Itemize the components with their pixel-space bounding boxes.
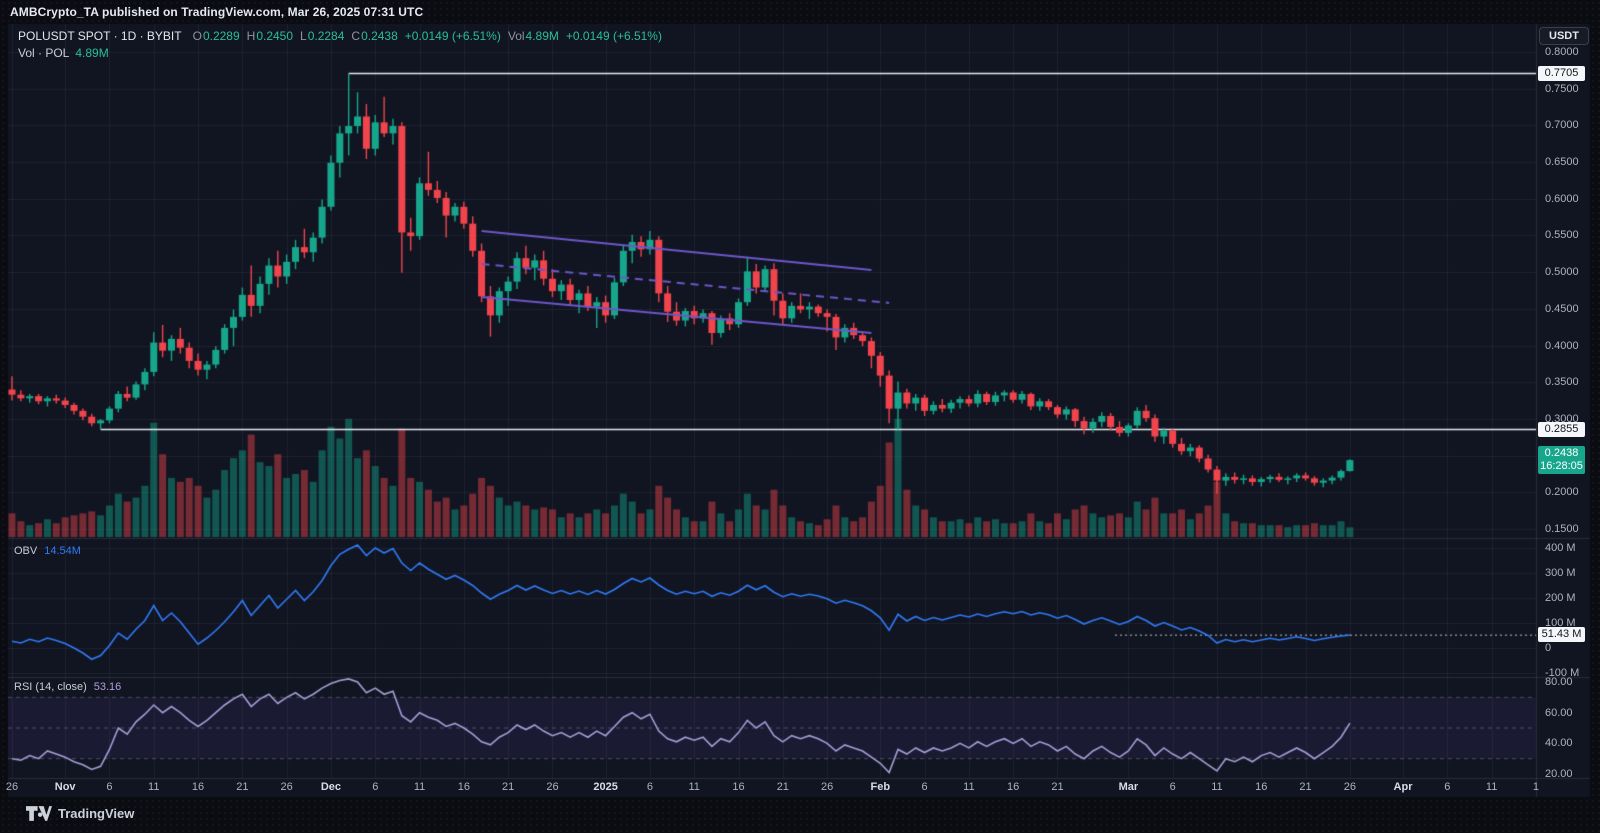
axis-tick-label: 0.3500 — [1545, 376, 1579, 389]
axis-tick-label: 0.7000 — [1545, 119, 1579, 132]
axis-tick-label: 0.5000 — [1545, 266, 1579, 279]
axis-tick-label: 200 M — [1545, 592, 1576, 604]
axis-tick-label: 11 — [688, 781, 700, 793]
axis-tick-label: 6 — [106, 781, 113, 793]
axis-tick-label: 0.7500 — [1545, 82, 1579, 95]
axis-tick-label: 11 — [963, 781, 975, 793]
axis-tick-label: 11 — [148, 781, 160, 793]
axis-tick-label: 300 M — [1545, 567, 1576, 579]
axis-tick-label: 0.6500 — [1545, 156, 1579, 168]
axis-tick-label: 6 — [372, 781, 379, 793]
axis-tick-label: -100 M — [1545, 667, 1580, 679]
ohlc-low: L0.2284 — [300, 29, 345, 43]
rsi-indicator-title[interactable]: RSI (14, close) — [14, 681, 87, 693]
rsi-indicator-value: 53.16 — [93, 681, 122, 693]
resistance-level-label: 0.7705 — [1538, 65, 1585, 81]
axis-tick-label: 26 — [5, 781, 19, 793]
symbol-name[interactable]: POLUSDT SPOT · 1D · BYBIT — [18, 29, 182, 43]
volume-change: +0.0149 (+6.51%) — [565, 29, 662, 43]
axis-tick-label: Nov — [54, 781, 76, 793]
last-price-label: 0.2438 16:28:05 — [1538, 446, 1585, 475]
volume-legend-row: Vol · POL 4.89M — [18, 46, 109, 60]
axis-tick-label: 100 M — [1545, 617, 1576, 629]
axis-tick-label: 16 — [1255, 781, 1268, 793]
axis-tick-label: 0.1500 — [1545, 523, 1579, 535]
axis-tick-label: 1 — [1532, 781, 1539, 793]
axis-tick-label: 26 — [546, 781, 559, 793]
currency-toggle-button[interactable]: USDT — [1539, 27, 1589, 45]
price-change: +0.0149 (+6.51%) — [404, 29, 501, 43]
support-level-label: 0.2855 — [1538, 421, 1585, 437]
axis-tick-label: 21 — [502, 781, 515, 793]
symbol-legend-row: POLUSDT SPOT · 1D · BYBIT O0.2289 H0.245… — [18, 29, 662, 43]
axis-tick-label: 0.6000 — [1545, 192, 1579, 205]
axis-tick-label: 0.4000 — [1545, 339, 1579, 352]
axis-tick-label: 0.8000 — [1545, 45, 1579, 58]
axis-tick-label: Mar — [1118, 781, 1139, 793]
axis-tick-label: 26 — [1343, 781, 1356, 793]
axis-tick-label: 0.4500 — [1545, 302, 1579, 315]
axis-tick-label: 6 — [1444, 781, 1451, 793]
axis-tick-label: 11 — [1485, 781, 1498, 793]
axis-tick-label: 16 — [732, 781, 745, 793]
axis-tick-label: 0.2000 — [1545, 486, 1579, 499]
obv-pane-legend: OBV 14.54M — [14, 545, 81, 557]
axis-tick-label: 6 — [1169, 781, 1176, 793]
axis-tick-label: 2025 — [593, 781, 618, 793]
axis-tick-label: 26 — [820, 781, 834, 793]
ohlc-open: O0.2289 — [192, 29, 240, 43]
axis-tick-label: 26 — [280, 781, 293, 793]
volume-indicator-value: 4.89M — [75, 46, 109, 60]
axis-tick-label: 21 — [1051, 781, 1064, 793]
obv-last-value-label: 51.43 M — [1538, 627, 1585, 643]
last-price-value: 0.2438 — [1544, 447, 1579, 460]
tradingview-logo-text: TradingView — [58, 806, 135, 821]
bar-countdown: 16:28:05 — [1540, 460, 1583, 473]
obv-indicator-value: 14.54M — [44, 545, 81, 557]
axis-tick-label: 21 — [776, 781, 789, 793]
axis-tick-label: 21 — [236, 781, 249, 793]
axis-tick-label: 0 — [1545, 642, 1552, 654]
axis-tick-label: 80.00 — [1545, 676, 1573, 688]
ohlc-close: C0.2438 — [351, 29, 398, 43]
axis-tick-label: 400 M — [1545, 542, 1576, 554]
axis-tick-label: 16 — [1007, 781, 1020, 793]
axis-tick-label: 60.00 — [1545, 706, 1573, 719]
axis-tick-label: 20.00 — [1545, 768, 1573, 780]
axis-tick-label: 11 — [1211, 781, 1223, 793]
axis-tick-label: 11 — [413, 781, 426, 793]
axis-tick-label: 16 — [191, 781, 205, 793]
ohlc-high: H0.2450 — [246, 29, 294, 43]
volume-readout: Vol4.89M — [507, 29, 559, 43]
tradingview-logo-icon — [26, 806, 52, 821]
tradingview-logo[interactable]: TradingView — [26, 806, 134, 821]
axis-tick-label: Apr — [1393, 781, 1413, 793]
axis-tick-label: Dec — [320, 781, 342, 793]
axis-tick-label: 21 — [1299, 781, 1312, 793]
axis-tick-label: Feb — [870, 781, 891, 793]
axis-tick-label: 6 — [921, 781, 928, 793]
axis-tick-label: 6 — [646, 781, 653, 793]
axis-tick-label: 16 — [457, 781, 470, 793]
obv-indicator-title[interactable]: OBV — [14, 545, 38, 557]
axis-tick-label: 0.5500 — [1545, 229, 1579, 242]
volume-indicator-label[interactable]: Vol · POL — [18, 46, 70, 60]
axis-tick-label: 40.00 — [1545, 737, 1573, 750]
publication-title: AMBCrypto_TA published on TradingView.co… — [10, 5, 424, 19]
rsi-pane-legend: RSI (14, close) 53.16 — [14, 681, 121, 693]
